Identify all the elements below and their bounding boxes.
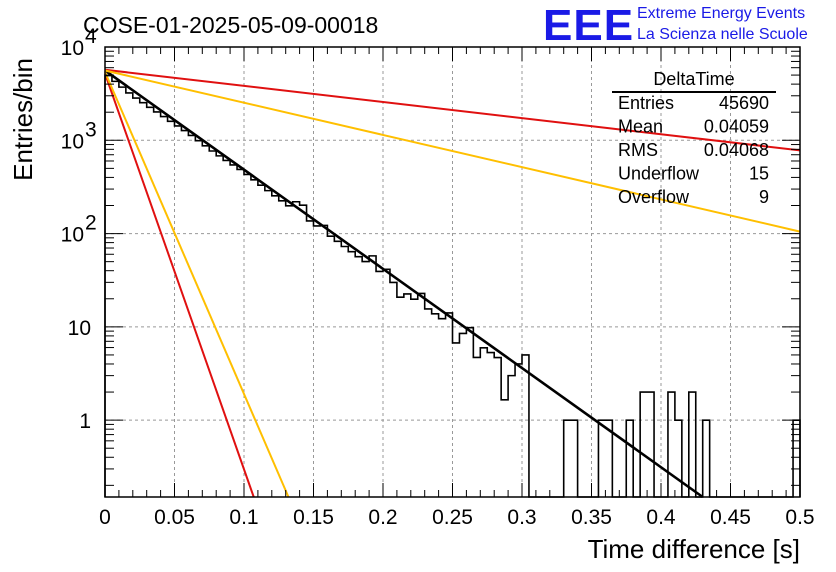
logo-mark: EEE — [543, 1, 634, 50]
y-tick-label: 10 — [61, 224, 84, 247]
x-tick-label: 0.4 — [646, 506, 676, 529]
y-tick-label: 1 — [79, 410, 91, 433]
stats-label: Mean — [618, 117, 663, 137]
x-tick-label: 0.3 — [507, 506, 536, 529]
x-tick-label: 0.2 — [368, 506, 397, 529]
fit-line — [104, 69, 704, 499]
y-axis-title: Entries/bin — [8, 58, 38, 181]
x-tick-labels: 0 0.05 0.1 0.15 0.2 0.25 0.3 0.35 0.4 0.45 0.5 — [99, 506, 814, 529]
axis-ticks — [104, 47, 801, 497]
x-tick-label: 0.45 — [710, 506, 751, 529]
stats-rows: Entries 45690 Mean 0.04059 RMS 0.04068Underfl… — [618, 93, 769, 207]
band-line — [104, 71, 290, 498]
stats-label: Entries — [618, 93, 674, 113]
x-axis-title: Time difference [s] — [588, 534, 800, 564]
x-tick-label: 0.15 — [293, 506, 334, 529]
y-tick-label: 10 — [68, 317, 91, 340]
x-tick-label: 0.05 — [154, 506, 195, 529]
stats-value: 15 — [749, 164, 769, 184]
y-tick-label: 10 — [61, 37, 84, 60]
band-line — [104, 68, 801, 152]
stats-value: 45690 — [719, 93, 769, 113]
logo-line1: Extreme Energy Events — [637, 5, 805, 22]
stats-title: DeltaTime — [653, 69, 734, 89]
x-tick-label: 0.35 — [571, 506, 612, 529]
curves — [104, 68, 801, 499]
y-tick-exponent: 4 — [85, 25, 97, 48]
stats-label: Underflow — [618, 164, 700, 184]
stats-value: 0.04068 — [704, 140, 769, 160]
x-tick-label: 0 — [99, 506, 111, 529]
x-tick-label: 0.5 — [785, 506, 814, 529]
x-tick-label: 0.1 — [229, 506, 258, 529]
band-line — [104, 73, 255, 498]
stats-box: DeltaTime Entries 45690 Mean 0.04059 RMS 0.04… — [612, 69, 776, 207]
y-tick-exponent: 2 — [85, 212, 97, 235]
x-tick-label: 0.25 — [432, 506, 473, 529]
stats-label: RMS — [618, 140, 658, 160]
y-tick-exponent: 3 — [85, 118, 97, 141]
band-line — [104, 69, 801, 233]
stats-label: Overflow — [618, 187, 690, 207]
y-tick-label: 10 — [61, 130, 84, 153]
stats-value: 0.04059 — [704, 117, 769, 137]
logo: EEE Extreme Energy Events La Scienza nel… — [543, 1, 808, 50]
grid — [105, 47, 800, 497]
logo-line2: La Scienza nelle Scuole — [637, 26, 808, 43]
chart-title: COSE-01-2025-05-09-00018 — [83, 12, 378, 38]
stats-value: 9 — [759, 187, 769, 207]
